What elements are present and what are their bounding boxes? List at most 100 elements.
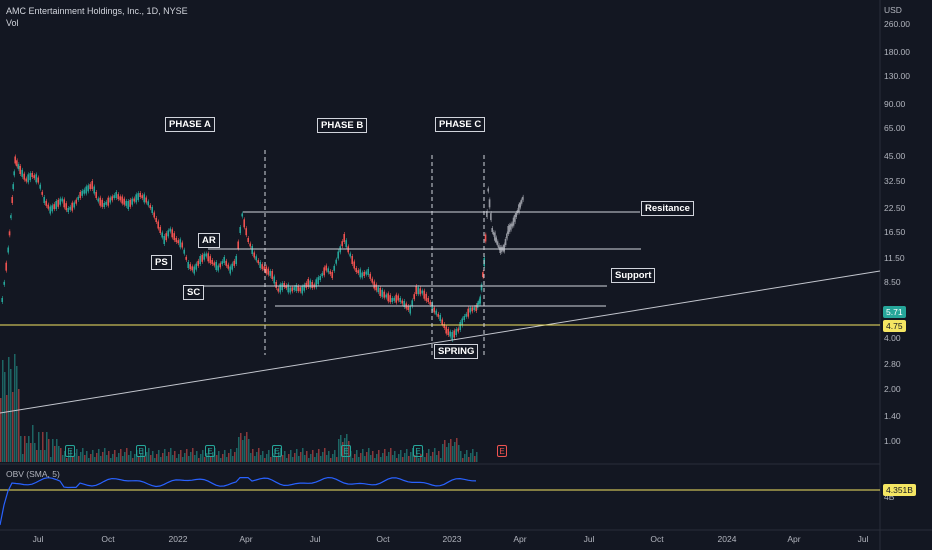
volume-bar xyxy=(172,455,174,462)
resistance-label[interactable]: Resitance xyxy=(641,201,694,216)
candle-body xyxy=(13,171,15,176)
volume-bar xyxy=(424,457,426,462)
phase-c-label[interactable]: PHASE C xyxy=(435,117,486,132)
volume-bar xyxy=(366,452,368,462)
volume-bar xyxy=(100,456,102,462)
candle-body xyxy=(507,226,509,234)
candle-body xyxy=(504,239,507,245)
symbol-title[interactable]: AMC Entertainment Holdings, Inc., 1D, NY… xyxy=(6,6,188,16)
volume-bar xyxy=(24,436,26,462)
volume-bar xyxy=(286,458,288,462)
volume-bar xyxy=(96,453,98,462)
volume-bar xyxy=(202,450,204,462)
volume-bar xyxy=(32,425,34,462)
candle-body xyxy=(16,160,18,167)
ar-label[interactable]: AR xyxy=(198,233,220,248)
candle-body xyxy=(363,272,365,276)
candle-body xyxy=(161,232,163,238)
spring-label[interactable]: SPRING xyxy=(434,344,479,359)
candle-body xyxy=(379,288,381,296)
volume-bar xyxy=(404,453,406,462)
volume-bar xyxy=(30,443,32,462)
earnings-icon[interactable]: E xyxy=(413,445,423,457)
volume-bar xyxy=(454,442,456,462)
candle-body xyxy=(303,284,305,291)
candle-body xyxy=(329,271,331,275)
phase-b-label[interactable]: PHASE B xyxy=(317,118,368,133)
candle-body xyxy=(486,211,488,217)
candle-body xyxy=(107,197,109,206)
volume-bar xyxy=(348,441,350,462)
volume-bar xyxy=(370,455,372,462)
earnings-icon[interactable]: E xyxy=(65,445,75,457)
candle-body xyxy=(195,263,197,270)
candle-body xyxy=(155,218,157,222)
candle-body xyxy=(437,313,439,317)
time-tick: Apr xyxy=(513,534,527,544)
candle-body xyxy=(492,231,495,235)
volume-bar xyxy=(464,454,466,462)
earnings-icon[interactable]: E xyxy=(497,445,507,457)
candle-body xyxy=(484,234,487,242)
ps-label[interactable]: PS xyxy=(151,255,172,270)
volume-bar xyxy=(230,449,232,462)
candle-body xyxy=(518,204,520,213)
candle-body xyxy=(251,246,253,254)
earnings-icon[interactable]: E xyxy=(136,445,146,457)
earnings-icon[interactable]: E xyxy=(341,445,351,457)
time-tick: Jul xyxy=(32,534,44,544)
earnings-icon[interactable]: E xyxy=(272,445,282,457)
candle-body xyxy=(297,286,299,292)
earnings-icon[interactable]: E xyxy=(205,445,215,457)
candle-body xyxy=(133,198,135,202)
phase-a-label[interactable]: PHASE A xyxy=(165,117,215,132)
price-tick: 90.00 xyxy=(884,99,906,109)
volume-bar xyxy=(228,453,230,462)
volume-label[interactable]: Vol xyxy=(6,18,19,28)
price-axis-currency: USD xyxy=(884,5,902,15)
candle-body xyxy=(498,245,500,249)
candle-body xyxy=(265,266,267,274)
obv-indicator-label[interactable]: OBV (SMA, 5) xyxy=(6,469,60,479)
candle-body xyxy=(197,260,199,266)
volume-bar xyxy=(168,452,170,462)
candle-body xyxy=(425,293,427,301)
volume-bar xyxy=(442,444,444,462)
volume-bar xyxy=(324,448,326,462)
candle-body xyxy=(71,202,73,211)
candle-body xyxy=(239,227,241,233)
support-label[interactable]: Support xyxy=(611,268,656,283)
candle-body xyxy=(433,307,435,313)
candle-body xyxy=(487,188,489,192)
candle-body xyxy=(319,276,321,280)
candle-body xyxy=(255,256,257,261)
volume-bar xyxy=(60,448,62,462)
volume-bar xyxy=(154,458,156,462)
candle-body xyxy=(413,294,415,300)
volume-bar xyxy=(222,454,224,462)
candle-body xyxy=(279,284,281,293)
volume-bar xyxy=(212,452,214,462)
candle-body xyxy=(55,201,57,209)
candle-body xyxy=(225,260,227,266)
candle-body xyxy=(349,253,351,257)
volume-bar xyxy=(104,448,106,462)
volume-bar xyxy=(36,450,38,462)
candle-body xyxy=(141,195,143,199)
time-tick: Oct xyxy=(650,534,664,544)
candle-body xyxy=(59,198,61,205)
candle-body xyxy=(514,214,516,222)
candle-body xyxy=(367,269,369,275)
candle-body xyxy=(267,268,269,275)
candle-body xyxy=(269,270,271,276)
volume-bar xyxy=(406,449,408,462)
candle-body xyxy=(73,202,75,208)
candle-body xyxy=(241,213,243,217)
volume-bar xyxy=(34,443,36,462)
sc-label[interactable]: SC xyxy=(183,285,205,300)
volume-bar xyxy=(296,449,298,462)
candle-body xyxy=(43,197,45,203)
time-tick: Apr xyxy=(239,534,253,544)
candle-body xyxy=(7,247,9,253)
